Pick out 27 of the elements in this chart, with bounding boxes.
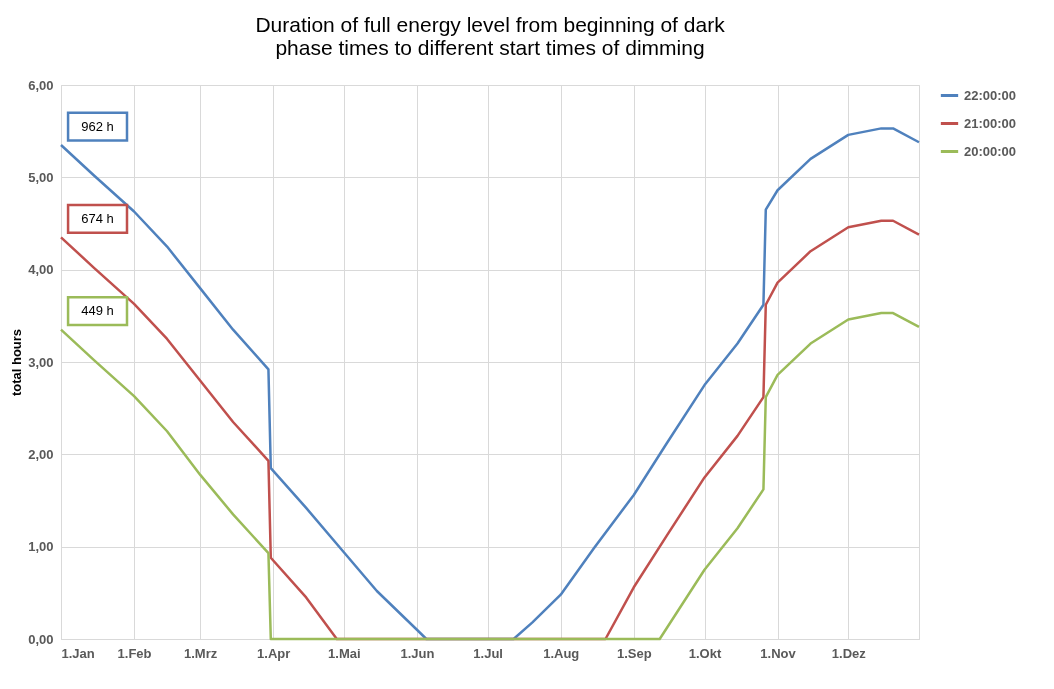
x-tick-label: 1.Jun: [400, 645, 435, 661]
y-tick-label: 0,00: [28, 631, 54, 647]
y-tick-label: 1,00: [28, 539, 54, 555]
y-tick-label: 3,00: [28, 354, 54, 370]
x-tick-label: 1.Mai: [328, 645, 361, 661]
x-tick-label: 1.Aug: [543, 645, 580, 661]
x-tick-label: 1.Jan: [61, 645, 95, 661]
x-tick-label: 1.Nov: [760, 645, 797, 661]
x-tick-label: 1.Mrz: [183, 645, 218, 661]
annotation: 962 h: [81, 118, 114, 134]
y-axis-title: total hours: [9, 328, 25, 397]
y-tick-label: 2,00: [28, 446, 54, 462]
x-tick-label: 1.Sep: [616, 645, 652, 661]
x-tick-label: 1.Okt: [688, 645, 722, 661]
legend-label: 22:00:00: [964, 87, 1017, 103]
x-tick-label: 1.Feb: [117, 645, 152, 661]
x-tick-label: 1.Jul: [473, 645, 503, 661]
chart-title: Duration of full energy level from beginning of dark phase times to different start times of dimming: [255, 13, 726, 59]
x-tick-label: 1.Dez: [831, 645, 867, 661]
y-tick-label: 5,00: [28, 169, 54, 185]
y-tick-label: 4,00: [28, 262, 54, 278]
y-tick-label: 6,00: [28, 77, 54, 93]
annotation: 449 h: [81, 303, 114, 319]
x-tick-label: 1.Apr: [257, 645, 291, 661]
annotation: 674 h: [81, 210, 114, 226]
legend-label: 20:00:00: [964, 143, 1017, 159]
legend-label: 21:00:00: [964, 115, 1017, 131]
